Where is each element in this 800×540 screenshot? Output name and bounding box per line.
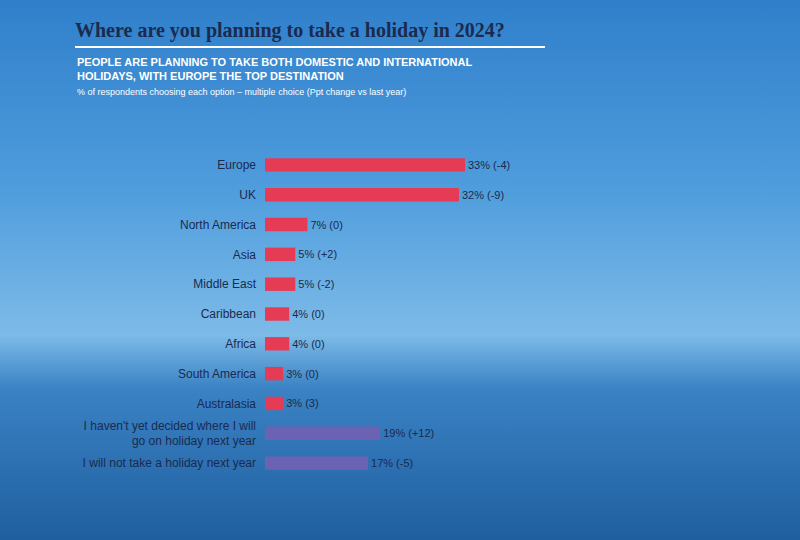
svg-text:Africa: Africa — [225, 337, 256, 351]
svg-text:PEOPLE ARE PLANNING TO TAKE BO: PEOPLE ARE PLANNING TO TAKE BOTH DOMESTI… — [77, 56, 472, 68]
svg-text:Australasia: Australasia — [197, 397, 257, 411]
svg-text:Where are you planning to take: Where are you planning to take a holiday… — [75, 19, 505, 42]
svg-text:Middle East: Middle East — [193, 277, 256, 291]
svg-text:3% (0): 3% (0) — [286, 368, 318, 380]
svg-text:7% (0): 7% (0) — [310, 219, 342, 231]
svg-text:Asia: Asia — [233, 248, 257, 262]
svg-text:17% (-5): 17% (-5) — [371, 457, 413, 469]
svg-text:South America: South America — [178, 367, 256, 381]
svg-text:% of respondents choosing each: % of respondents choosing each option – … — [77, 87, 406, 97]
svg-text:I haven't yet decided where I: I haven't yet decided where I willgo on … — [84, 419, 256, 449]
svg-text:5% (+2): 5% (+2) — [298, 248, 337, 260]
svg-text:32% (-9): 32% (-9) — [462, 189, 504, 201]
svg-text:33% (-4): 33% (-4) — [468, 159, 510, 171]
svg-text:HOLIDAYS, WITH EUROPE THE TOP: HOLIDAYS, WITH EUROPE THE TOP DESTINATIO… — [77, 70, 344, 82]
svg-text:North America: North America — [180, 218, 256, 232]
svg-text:4% (0): 4% (0) — [292, 308, 324, 320]
svg-text:UK: UK — [239, 188, 256, 202]
svg-text:4% (0): 4% (0) — [292, 338, 324, 350]
svg-text:3% (3): 3% (3) — [286, 397, 318, 409]
svg-text:Europe: Europe — [217, 158, 256, 172]
svg-text:5% (-2): 5% (-2) — [298, 278, 334, 290]
svg-text:19% (+12): 19% (+12) — [383, 427, 434, 439]
svg-text:I will not take a holiday next: I will not take a holiday next year — [83, 456, 256, 470]
svg-text:Caribbean: Caribbean — [201, 307, 256, 321]
